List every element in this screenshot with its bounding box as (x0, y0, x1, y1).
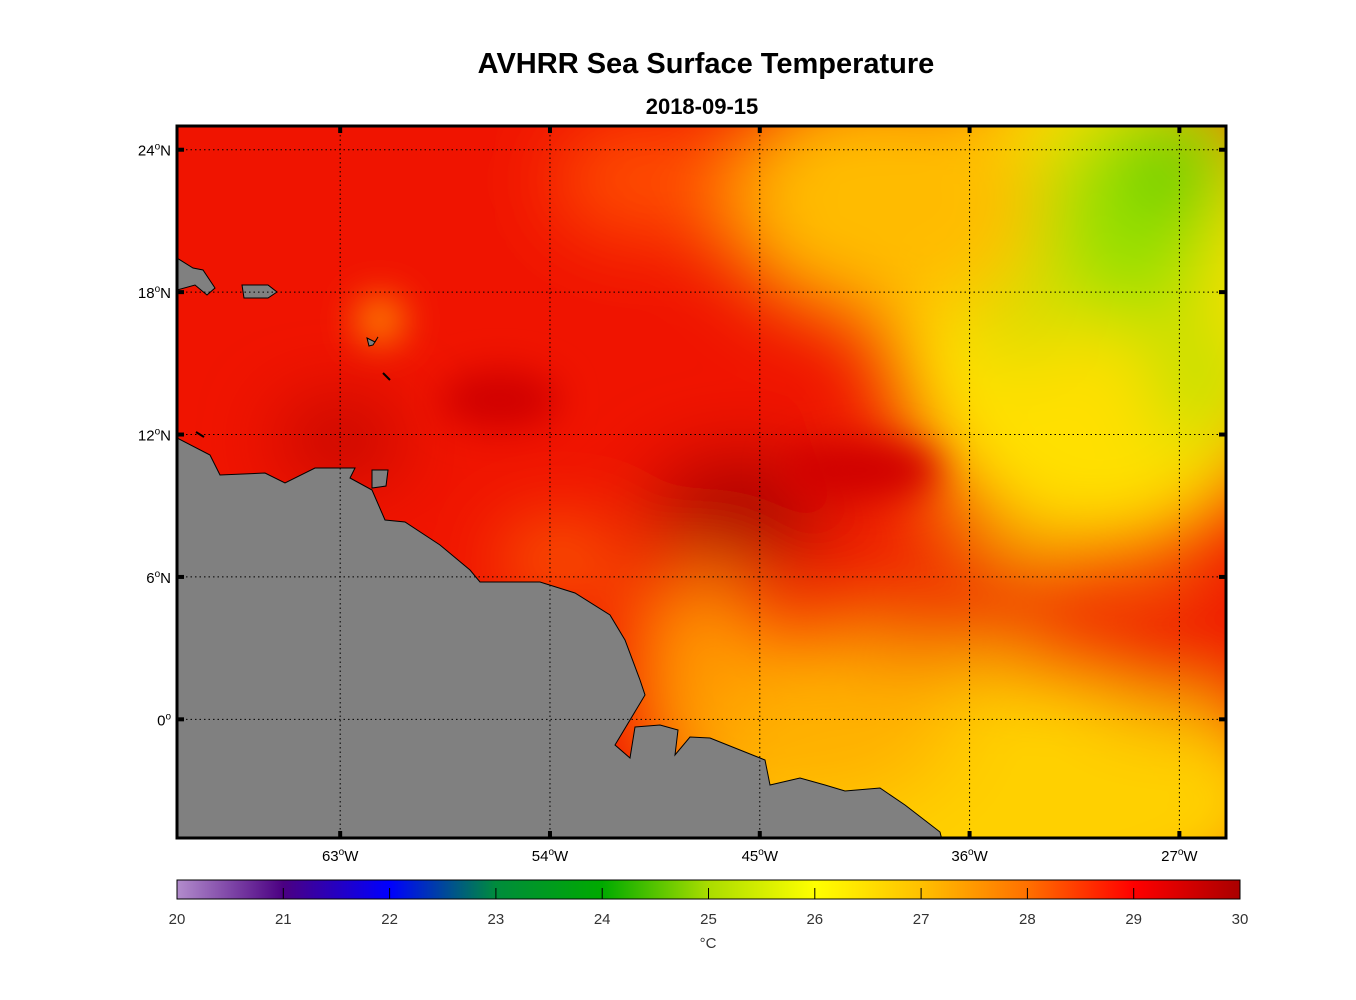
colorbar-tick-label: 29 (1125, 911, 1142, 928)
guadeloupe-island (366, 336, 379, 347)
colorbar-tick-label: 27 (913, 911, 930, 928)
colorbar-tick-label: 26 (806, 911, 823, 928)
puerto-rico-island (241, 284, 278, 299)
colorbar-tick-label: 23 (488, 911, 505, 928)
x-tick-label: 45oW (742, 847, 779, 865)
colorbar-tick-label: 22 (381, 911, 398, 928)
x-tick-label: 36oW (951, 847, 988, 865)
map-frame (175, 124, 1228, 840)
martinique-island (382, 372, 391, 381)
y-tick-label: 18oN (138, 284, 171, 302)
y-tick-label: 6oN (146, 569, 171, 587)
sst-field (177, 126, 1226, 838)
colorbar-tick-label: 20 (169, 911, 186, 928)
colorbar-tick-label: 24 (594, 911, 611, 928)
colorbar-tick-label: 21 (275, 911, 292, 928)
land (177, 257, 943, 838)
x-tick-label: 54oW (532, 847, 569, 865)
colorbar-unit-label: °C (700, 935, 717, 952)
colorbar-tick-label: 28 (1019, 911, 1036, 928)
colorbar: 20 21 22 23 24 25 26 27 28 29 30 °C (169, 879, 1249, 952)
chart-title: AVHRR Sea Surface Temperature (477, 48, 935, 80)
x-tick-label: 27oW (1161, 847, 1198, 865)
y-tick-label: 24oN (138, 142, 171, 160)
y-tick-label: 0o (157, 711, 171, 729)
y-tick-label: 12oN (138, 427, 171, 445)
colorbar-tick-label: 30 (1232, 911, 1249, 928)
graticule (177, 126, 1226, 838)
hispaniola-island (177, 257, 216, 296)
axis-ticks: 63oW 54oW 45oW 36oW 27oW 24oN 18oN 12oN 6oN 0o (138, 126, 1226, 865)
trinidad-island (371, 469, 389, 489)
south-america-landmass (177, 437, 943, 838)
colorbar-tick-label: 25 (700, 911, 717, 928)
x-tick-label: 63oW (322, 847, 359, 865)
chart-subtitle: 2018-09-15 (645, 94, 759, 119)
